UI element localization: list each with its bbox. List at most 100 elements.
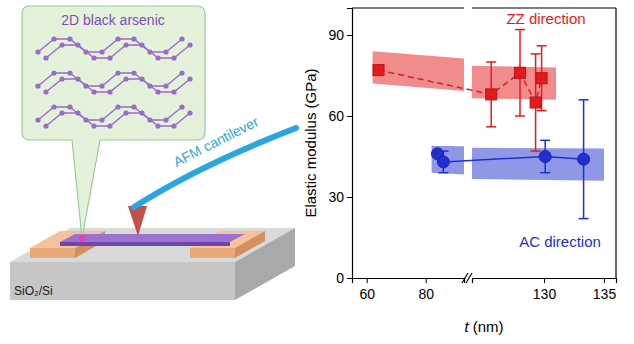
lattice-atom [59,76,64,81]
lattice-atom [51,70,56,75]
lattice-atom [35,117,40,122]
lattice-atom [139,42,144,47]
x-tick-mark [367,278,368,283]
y-tick: 0 [336,270,352,286]
probe-spot [79,235,86,242]
lattice-atom [67,104,72,109]
lattice-atom [43,89,48,94]
lattice-atom [59,110,64,115]
data-point [536,73,547,84]
lattice-atom [163,49,168,54]
lattice-atom [43,55,48,60]
lattice-atom [155,89,160,94]
data-point [515,67,526,78]
y-tick: 60 [328,108,352,124]
x-tick-label: 135 [593,286,617,302]
y-axis-line [347,9,353,279]
x-axis-line [353,279,465,284]
series-label: AC direction [519,233,601,250]
lattice-atom [107,123,112,128]
data-point [578,153,590,165]
lattice-atom [123,110,128,115]
lattice-atom [75,76,80,81]
lattice-bond [38,39,182,52]
y-tick-mark [347,278,352,279]
error-cap [486,126,496,128]
error-cap [537,110,547,112]
error-cap [579,99,589,101]
schematic: SiO₂/Si2D black arsenicAFM cantilever [10,6,296,300]
trend-band [432,146,464,181]
lattice-bond [38,107,182,120]
error-cap [540,140,550,142]
lattice-atom [171,123,176,128]
lattice-atom [123,76,128,81]
y-axis: 0306090 [328,9,352,286]
lattice-atom [115,104,120,109]
lattice-bond [38,73,182,86]
y-tick-label: 60 [328,108,344,124]
lattice-atom [91,55,96,60]
x-axis: 60 80 [353,278,465,302]
lattice-atom [115,36,120,41]
lattice-atom [75,42,80,47]
data-point [530,97,541,108]
substrate-label: SiO₂/Si [14,284,53,298]
error-cap [531,150,541,152]
lattice-atom [155,123,160,128]
x-tick-mark [544,278,545,283]
lattice-atom [131,104,136,109]
lattice-atom [187,110,192,115]
x-tick-label: 80 [418,286,434,302]
lattice-atom [35,49,40,54]
lattice-atom [171,55,176,60]
error-cap [438,172,448,174]
x-tick: 80 [418,278,434,302]
y-tick-mark [347,35,352,36]
x-axis-title: t (nm) [464,318,503,335]
error-cap [540,172,550,174]
lattice-atom [107,55,112,60]
lattice-atom [59,42,64,47]
y-tick-mark [347,197,352,198]
x-axis: 130 135 [473,278,617,302]
lattice-atom [75,110,80,115]
lattice-atom [163,117,168,122]
y-tick-label: 0 [336,270,344,286]
lattice-bond [46,45,190,58]
x-tick-mark [426,278,427,283]
plot-data [373,30,590,219]
x-axis-line [473,279,617,284]
flake-front [60,242,230,246]
lattice-atom [67,36,72,41]
frame-top [472,7,616,8]
substrate-front [10,262,235,300]
lattice-atom [91,89,96,94]
lattice-atom [107,89,112,94]
x-tick: 130 [533,278,557,302]
y-tick-label: 30 [328,189,344,205]
error-cap [486,61,496,63]
data-point [373,65,384,76]
lattice-atom [139,110,144,115]
x-tick-label: 60 [359,286,375,302]
x-tick: 60 [359,278,375,302]
lattice-atom [91,123,96,128]
flake-top [60,234,245,242]
lattice-atom [163,83,168,88]
lattice-atom [99,49,104,54]
y-tick: 30 [328,189,352,205]
lattice-atom [115,70,120,75]
lattice-atom [99,83,104,88]
lattice-atom [131,70,136,75]
lattice-atom [131,36,136,41]
electrode-front [190,248,235,258]
y-axis-title: Elastic modulus (GPa) [302,68,319,217]
error-cap [515,29,525,31]
data-point [539,151,551,163]
x-tick: 135 [593,278,617,302]
lattice-atom [51,36,56,41]
error-cap [537,45,547,47]
frame-top [352,7,464,8]
lattice-atom [187,76,192,81]
